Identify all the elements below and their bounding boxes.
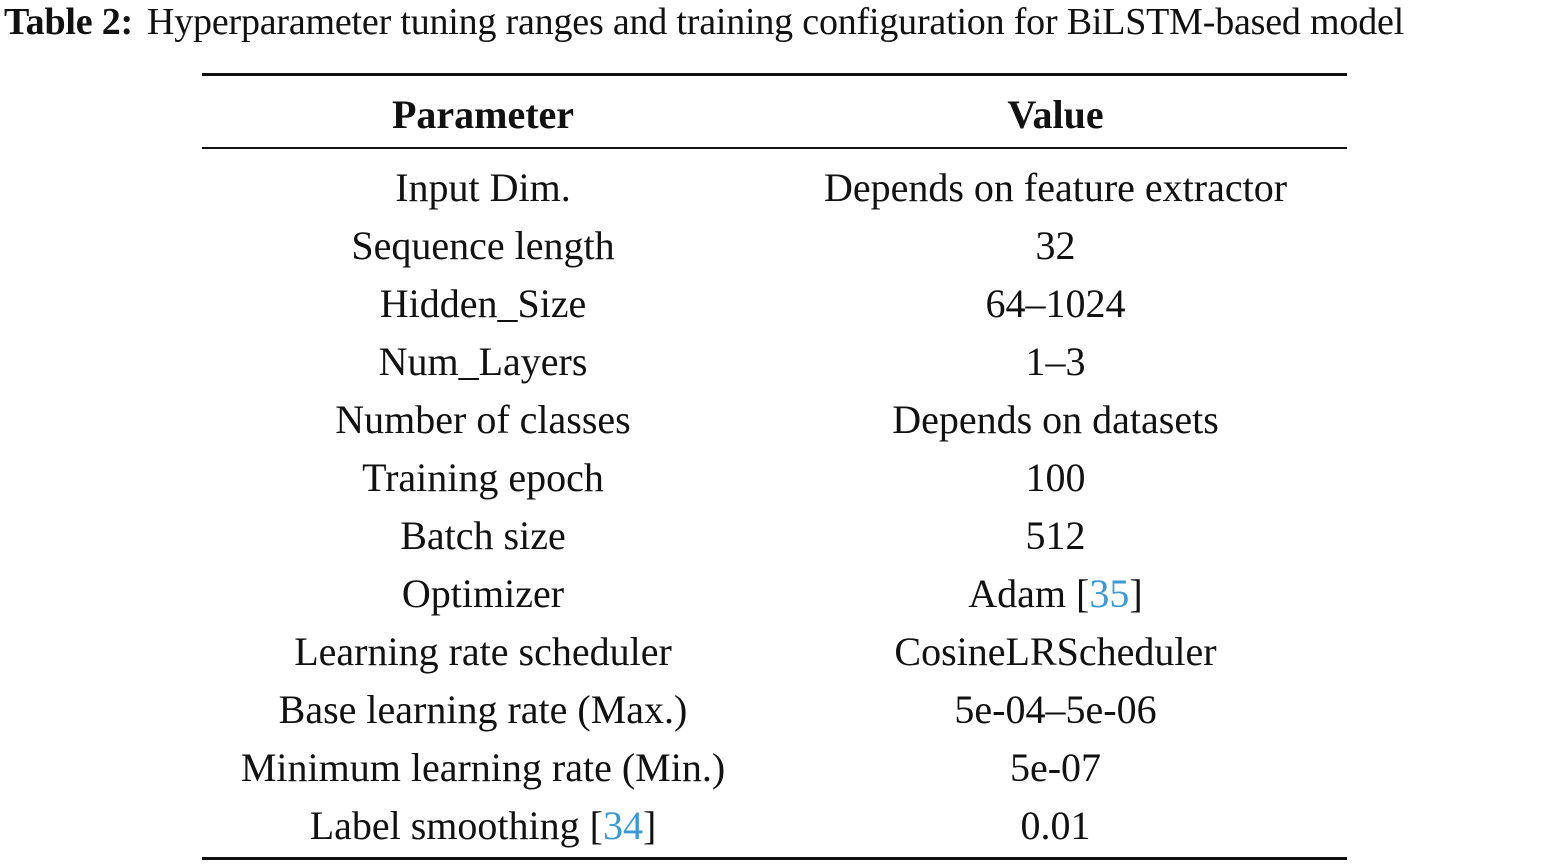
value-cell: 32 [1035, 223, 1076, 268]
caption-label: Table 2: [4, 1, 133, 43]
parameter-cell: Batch size [400, 513, 566, 558]
value-cell: Adam [35] [968, 571, 1143, 616]
value-cell: 5e-07 [1009, 745, 1102, 790]
table-body: Input Dim. Depends on feature extractor … [202, 159, 1347, 855]
parameter-cell: Optimizer [401, 571, 565, 616]
value-cell: 0.01 [1020, 803, 1091, 848]
value-cell: CosineLRScheduler [894, 629, 1217, 674]
parameter-cell: Minimum learning rate (Min.) [240, 745, 726, 790]
table-row: Minimum learning rate (Min.) 5e-07 [202, 739, 1347, 797]
value-cell: Depends on datasets [892, 397, 1219, 442]
table-row: Base learning rate (Max.) 5e-04–5e-06 [202, 681, 1347, 739]
table-row: Optimizer Adam [35] [202, 565, 1347, 623]
value-text: Adam [968, 571, 1067, 616]
parameter-cell: Base learning rate (Max.) [278, 687, 688, 732]
parameter-cell: Label smoothing [34] [309, 803, 657, 848]
parameter-cell: Sequence length [351, 223, 615, 268]
citation-link-34[interactable]: 34 [602, 803, 643, 848]
parameter-text: Label smoothing [309, 803, 580, 848]
value-cell: 512 [1025, 513, 1086, 558]
value-cell: 5e-04–5e-06 [954, 687, 1157, 732]
table-row: Num_Layers 1–3 [202, 333, 1347, 391]
value-cell: 64–1024 [985, 281, 1126, 326]
table-row: Number of classes Depends on datasets [202, 391, 1347, 449]
bottom-rule [202, 857, 1347, 860]
header-rule [202, 147, 1347, 149]
citation-link-35[interactable]: 35 [1089, 571, 1130, 616]
table-header-row: Parameter Value [202, 88, 1347, 142]
value-cell: 1–3 [1025, 339, 1086, 384]
table-row: Sequence length 32 [202, 217, 1347, 275]
parameter-cell: Learning rate scheduler [294, 629, 672, 674]
header-value: Value [1007, 92, 1104, 137]
table-row: Hidden_Size 64–1024 [202, 275, 1347, 333]
table-row: Learning rate scheduler CosineLRSchedule… [202, 623, 1347, 681]
parameter-cell: Hidden_Size [379, 281, 587, 326]
header-parameter: Parameter [391, 92, 575, 137]
top-rule [202, 73, 1347, 76]
table-row: Batch size 512 [202, 507, 1347, 565]
parameter-cell: Num_Layers [378, 339, 588, 384]
parameter-cell: Input Dim. [395, 165, 571, 210]
caption-text: Hyperparameter tuning ranges and trainin… [146, 1, 1405, 43]
table-row: Input Dim. Depends on feature extractor [202, 159, 1347, 217]
table-row: Training epoch 100 [202, 449, 1347, 507]
parameter-cell: Training epoch [362, 455, 604, 500]
value-cell: Depends on feature extractor [823, 165, 1288, 210]
table-caption: Table 2: Hyperparameter tuning ranges and… [4, 2, 1404, 42]
table-row: Label smoothing [34] 0.01 [202, 797, 1347, 855]
value-cell: 100 [1025, 455, 1086, 500]
parameter-cell: Number of classes [335, 397, 631, 442]
